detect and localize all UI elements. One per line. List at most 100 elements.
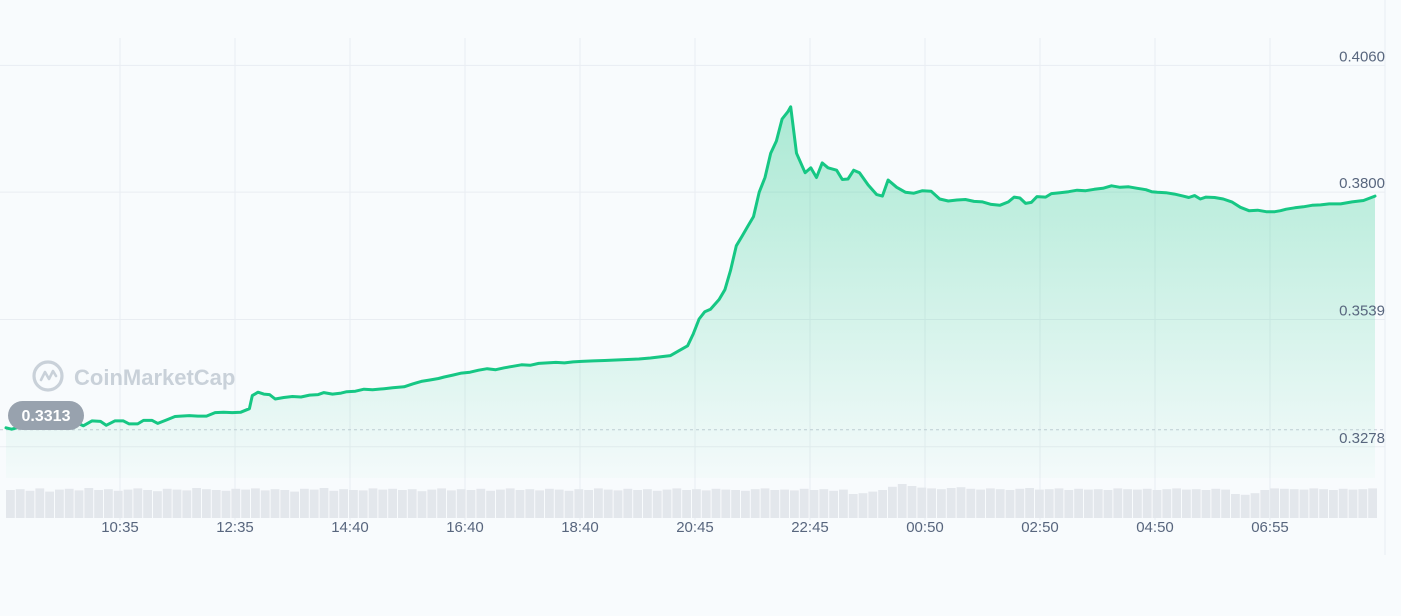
volume-bar	[211, 490, 221, 518]
volume-bar	[496, 489, 505, 518]
volume-bar	[976, 489, 985, 518]
volume-bar	[927, 488, 936, 518]
volume-bar	[74, 490, 84, 518]
y-tick-label: 0.4060	[1339, 48, 1385, 65]
volume-bar	[888, 486, 897, 518]
price-area-fill	[6, 106, 1375, 479]
volume-bar	[270, 489, 280, 518]
volume-bar	[770, 490, 780, 518]
volume-bar	[339, 489, 348, 518]
volume-bar	[1250, 493, 1260, 518]
volume-bar	[104, 489, 113, 518]
price-line[interactable]	[4, 105, 1377, 431]
volume-bar	[182, 490, 192, 518]
volume-bar	[878, 490, 887, 518]
volume-bar	[937, 489, 946, 518]
volume-bar	[682, 490, 691, 518]
volume-bar	[1084, 489, 1093, 518]
y-tick-label: 0.3539	[1339, 302, 1385, 319]
volume-bar	[545, 488, 554, 518]
volume-bar	[45, 491, 54, 518]
volume-bar	[378, 489, 388, 518]
volume-bar	[319, 488, 329, 518]
x-tick-label: 04:50	[1136, 519, 1174, 536]
volume-bar	[1260, 490, 1270, 518]
volume-bar	[241, 489, 250, 518]
x-tick-label: 10:35	[101, 519, 139, 536]
volume-bar	[1152, 490, 1162, 518]
start-price-badge: 0.3313	[8, 401, 84, 430]
volume-bar	[505, 488, 515, 518]
volume-bar	[966, 488, 976, 518]
volume-bar	[84, 488, 94, 518]
volume-bar	[515, 490, 525, 518]
volume-bar	[231, 488, 241, 518]
volume-bar	[1172, 488, 1181, 518]
volume-bar	[799, 488, 809, 518]
volume-bar	[701, 490, 711, 518]
volume-bar	[1074, 488, 1083, 518]
volume-bar	[643, 489, 652, 518]
start-price-value: 0.3313	[22, 408, 71, 425]
volume-bar	[1201, 490, 1211, 518]
volume-bar	[1054, 488, 1064, 518]
volume-bar	[525, 489, 535, 518]
volume-bar	[94, 490, 103, 518]
volume-bar	[486, 490, 495, 518]
volume-bar	[280, 490, 290, 518]
x-axis-tick-labels: 10:35 12:35 14:40 16:40 18:40 20:45 22:45 00:50…	[101, 519, 1289, 536]
volume-bar	[946, 488, 956, 518]
volume-bar	[594, 488, 603, 518]
volume-bar	[829, 490, 838, 518]
volume-bar	[1240, 494, 1250, 518]
volume-bar	[153, 491, 162, 518]
volume-bar	[202, 489, 211, 518]
y-tick-label: 0.3278	[1339, 430, 1385, 447]
volume-bar	[839, 489, 848, 518]
volume-bar	[1015, 488, 1025, 518]
volume-bar	[329, 490, 339, 518]
volume-bar	[750, 489, 760, 518]
volume-bar	[858, 493, 868, 518]
volume-bar	[603, 489, 613, 518]
volume-bar	[554, 489, 564, 518]
volume-bar	[1162, 489, 1172, 518]
volume-bar	[25, 490, 35, 518]
volume-bar	[456, 489, 466, 518]
volume-bar	[897, 484, 907, 518]
volume-bar	[809, 490, 819, 518]
volume-bar	[6, 490, 15, 518]
volume-bar	[300, 488, 309, 518]
volume-bar	[133, 488, 143, 518]
volume-bar	[192, 488, 201, 518]
volume-bar	[995, 489, 1005, 518]
volume-bar	[1329, 490, 1338, 518]
volume-bar	[358, 490, 368, 518]
volume-bar	[466, 490, 476, 518]
volume-bar	[1182, 489, 1191, 518]
volume-bar	[574, 489, 584, 518]
volume-bar	[613, 490, 623, 518]
x-tick-label: 00:50	[906, 519, 944, 536]
volume-bar	[662, 489, 672, 518]
volume-bar	[1191, 489, 1201, 518]
x-tick-label: 02:50	[1021, 519, 1059, 536]
volume-bar	[1103, 490, 1113, 518]
volume-bar	[1035, 489, 1044, 518]
volume-bar	[633, 490, 642, 518]
volume-bars	[6, 484, 1377, 518]
volume-bar	[64, 488, 74, 518]
volume-bar	[868, 491, 878, 518]
volume-bar	[476, 488, 486, 518]
volume-bar	[309, 489, 319, 518]
volume-bar	[986, 488, 995, 518]
volume-bar	[1368, 488, 1377, 518]
volume-bar	[1093, 489, 1103, 518]
volume-bar	[1270, 488, 1279, 518]
volume-bar	[1338, 488, 1348, 518]
volume-bar	[623, 488, 633, 518]
volume-bar	[1319, 489, 1328, 518]
volume-bar	[113, 490, 123, 518]
volume-bar	[1025, 488, 1034, 518]
